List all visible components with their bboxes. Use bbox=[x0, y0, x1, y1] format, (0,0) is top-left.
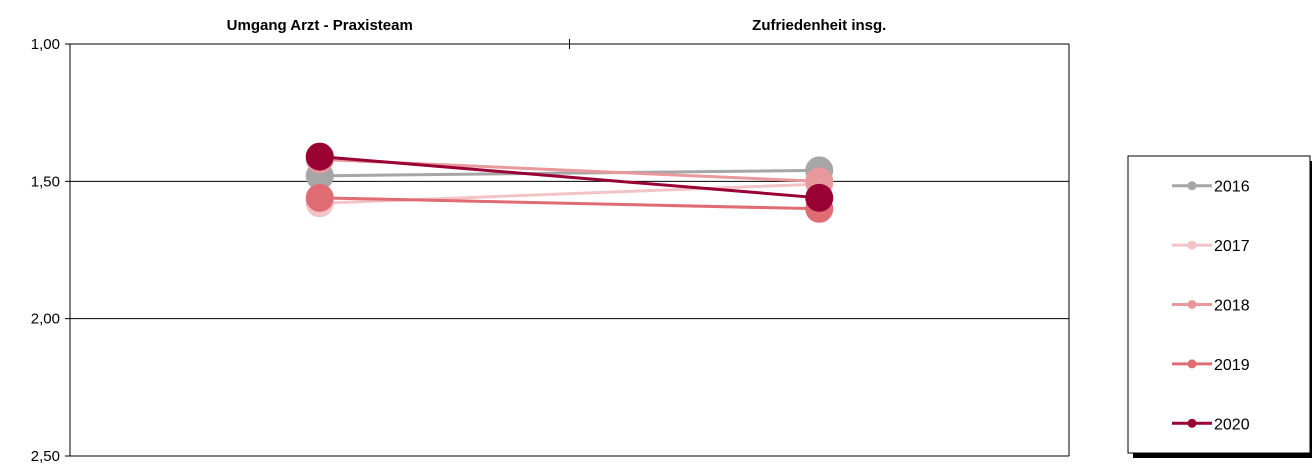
legend: 2016 2017 2018 2019 2020 bbox=[1127, 155, 1312, 458]
legend-swatch-marker bbox=[1187, 418, 1197, 428]
y-tick-label: 2,00 bbox=[31, 311, 60, 328]
legend-label: 2018 bbox=[1214, 298, 1250, 315]
legend-swatch-marker bbox=[1187, 359, 1197, 369]
series-group bbox=[305, 142, 834, 223]
legend-box bbox=[1127, 155, 1311, 454]
data-point bbox=[305, 183, 334, 212]
legend-swatch-marker bbox=[1187, 181, 1197, 191]
legend-swatch-marker bbox=[1187, 300, 1197, 309]
y-tick-label: 2,50 bbox=[31, 448, 60, 465]
y-tick-label: 1,00 bbox=[31, 36, 60, 53]
category-labels: Umgang Arzt - Praxisteam Zufriedenheit in… bbox=[227, 17, 887, 34]
series-2019 bbox=[305, 183, 834, 223]
category-label: Zufriedenheit insg. bbox=[752, 17, 886, 34]
series-line bbox=[319, 196, 820, 211]
data-point bbox=[305, 142, 334, 171]
y-tick-label: 1,50 bbox=[31, 173, 60, 190]
axes: 1,00 1,50 2,00 2,50 bbox=[31, 36, 1070, 465]
series-line bbox=[319, 168, 820, 178]
legend-label: 2020 bbox=[1214, 416, 1250, 433]
legend-label: 2019 bbox=[1214, 357, 1250, 374]
data-point bbox=[805, 183, 834, 212]
series-line bbox=[319, 155, 820, 200]
category-label: Umgang Arzt - Praxisteam bbox=[227, 17, 413, 34]
gridlines bbox=[70, 43, 1069, 457]
legend-swatch-marker bbox=[1187, 240, 1197, 250]
series-2020 bbox=[305, 142, 834, 212]
legend-label: 2016 bbox=[1214, 179, 1250, 196]
legend-label: 2017 bbox=[1214, 238, 1250, 255]
